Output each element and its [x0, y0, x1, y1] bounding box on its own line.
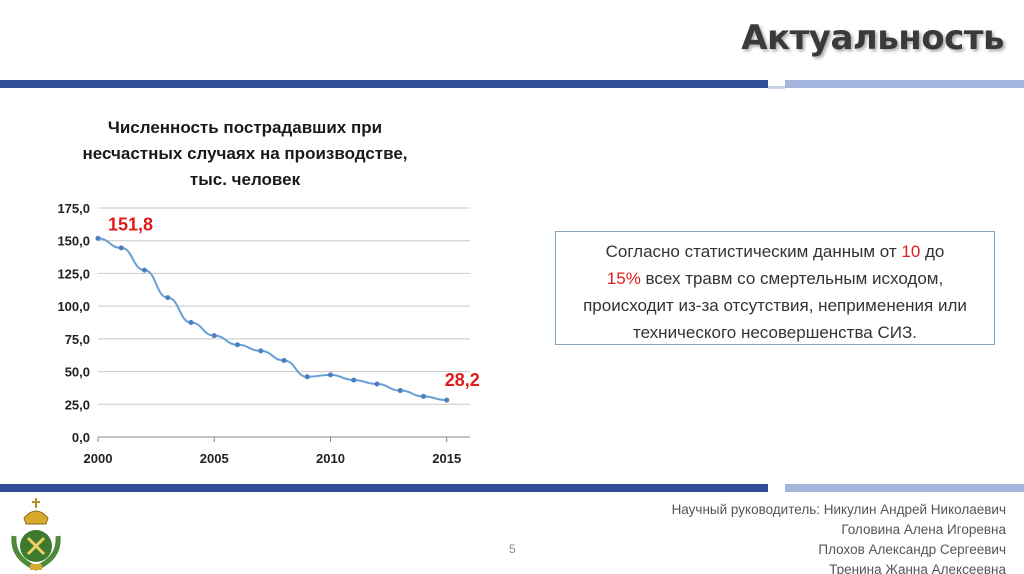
x-tick-label: 2005: [200, 451, 229, 466]
data-point: [328, 372, 333, 378]
top-band-light: [785, 80, 1024, 88]
data-point: [95, 235, 101, 241]
data-point: [235, 342, 240, 348]
data-point: [351, 377, 357, 383]
data-point: [188, 320, 194, 325]
data-point: [374, 381, 380, 387]
y-tick-label: 0,0: [72, 430, 90, 445]
credit-author: Плохов Александр Сергеевич: [818, 542, 1006, 557]
y-tick-label: 125,0: [57, 266, 90, 281]
chart-container: Численность пострадавших при несчастных …: [20, 105, 490, 475]
series-line: [97, 237, 447, 402]
y-tick-label: 75,0: [65, 332, 90, 347]
y-tick-label: 150,0: [57, 234, 90, 249]
chart-title-line: Численность пострадавших при: [107, 118, 383, 137]
credit-supervisor: Научный руководитель: Никулин Андрей Ник…: [671, 502, 1006, 517]
bottom-band-light: [785, 484, 1024, 492]
data-label: 28,2: [445, 370, 480, 390]
y-tick-label: 50,0: [65, 365, 90, 380]
slide-title: Актуальность: [741, 18, 1004, 58]
data-point: [397, 388, 403, 394]
data-point: [211, 333, 217, 339]
page-number: 5: [509, 542, 516, 556]
info-box: Согласно статистическим данным от 10 до …: [555, 231, 995, 345]
info-text: до: [920, 242, 945, 261]
university-emblem-icon: [8, 496, 64, 572]
chart-title: Численность пострадавших при несчастных …: [80, 115, 410, 193]
x-tick-label: 2000: [84, 451, 113, 466]
line-chart: 0,0 25,0 50,0 75,0 100,0 125,0 150,0 175,0 2000 2…: [57, 201, 480, 466]
data-point: [304, 374, 310, 380]
top-band-dark: [0, 80, 768, 88]
x-tick-label: 2010: [316, 451, 345, 466]
data-label: 151,8: [108, 214, 153, 234]
credit-author: Головина Алена Игоревна: [841, 522, 1006, 537]
data-point: [165, 295, 171, 301]
info-text: Согласно статистическим данным от: [605, 242, 902, 261]
data-point: [444, 397, 450, 403]
data-point: [142, 267, 147, 273]
bottom-band-dark: [0, 484, 768, 492]
data-point: [281, 357, 287, 363]
y-tick-label: 25,0: [65, 397, 90, 412]
info-highlight-15: 15%: [606, 269, 641, 288]
top-band-gap: [768, 86, 785, 89]
x-tick-label: 2015: [432, 451, 461, 466]
data-point: [421, 393, 426, 399]
credit-author: Тренина Жанна Алексеевна: [829, 562, 1006, 574]
info-text: всех травм со смертельным исходом, проис…: [583, 269, 967, 342]
data-point: [258, 348, 264, 354]
chart-title-line: тыс. человек: [189, 170, 301, 189]
y-tick-label: 175,0: [57, 201, 90, 216]
y-tick-label: 100,0: [57, 299, 90, 314]
credits-block: Научный руководитель: Никулин Андрей Ник…: [672, 500, 1006, 574]
chart-title-line: несчастных случаях на производстве,: [82, 144, 408, 163]
data-point: [118, 245, 124, 251]
info-highlight-10: 10: [901, 242, 921, 261]
